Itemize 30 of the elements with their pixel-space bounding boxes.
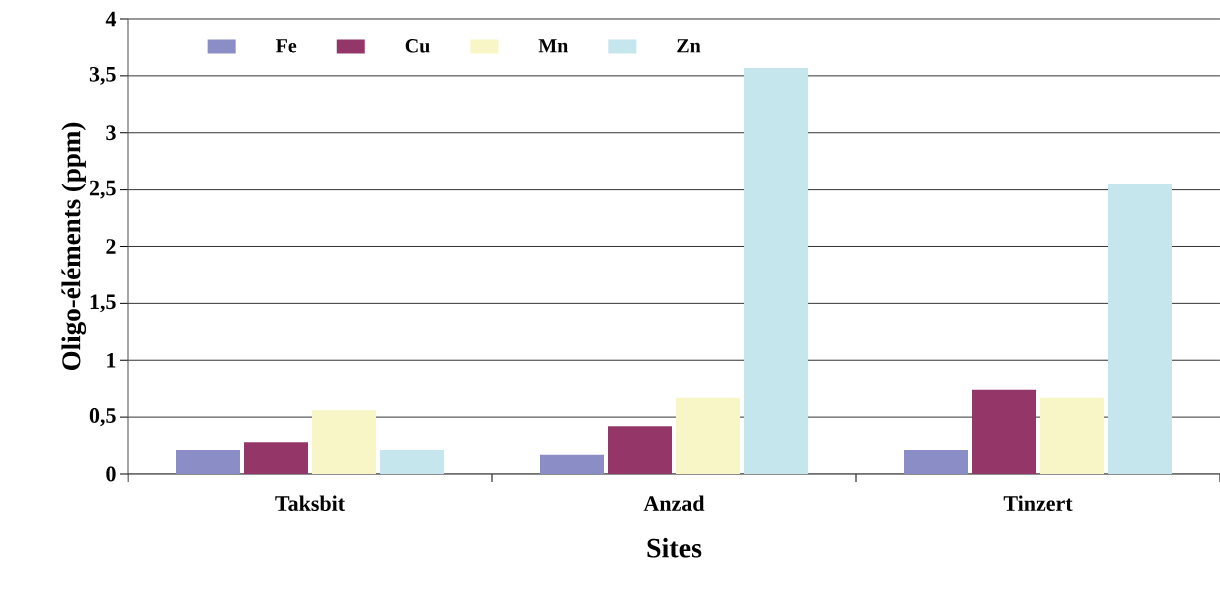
bar <box>972 389 1036 474</box>
y-tick-label: 1 <box>107 352 116 368</box>
bar <box>176 450 241 474</box>
bar <box>380 450 445 474</box>
x-axis-title: Sites <box>647 537 702 558</box>
bar <box>312 410 377 474</box>
y-tick-label: 3,5 <box>89 66 116 85</box>
legend-label: Fe <box>276 39 297 53</box>
y-tick-label: 2 <box>106 239 116 254</box>
legend-label: Cu <box>405 39 430 53</box>
y-tick-label: 4 <box>105 11 117 27</box>
bar <box>1040 397 1104 474</box>
bar <box>1108 183 1172 474</box>
bar <box>540 454 605 474</box>
bar <box>744 67 808 474</box>
legend-label: Mn <box>538 39 569 53</box>
y-tick-label: 0,5 <box>89 408 116 427</box>
y-axis-title: Oligo-éléments (ppm) <box>61 122 87 371</box>
legend-label: Zn <box>677 39 701 53</box>
bar <box>244 442 309 474</box>
x-tick-label: Anzad <box>643 495 705 512</box>
y-tick-label: 3 <box>106 125 116 141</box>
bar <box>904 450 968 474</box>
y-tick-label: 0 <box>106 466 116 482</box>
y-tick-label: 2,5 <box>89 180 116 199</box>
bar <box>676 397 740 474</box>
x-tick-label: Taksbit <box>275 495 345 512</box>
bar <box>608 426 673 474</box>
y-tick-label: 1,5 <box>90 294 116 313</box>
x-tick-label: Tinzert <box>1003 495 1073 512</box>
